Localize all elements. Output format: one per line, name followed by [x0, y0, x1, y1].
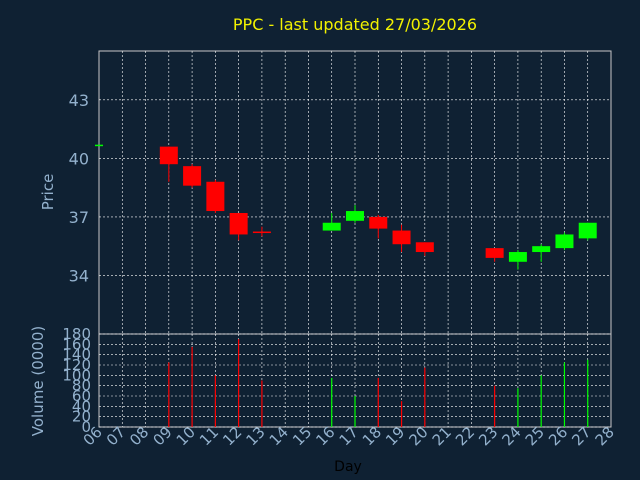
- candle: [532, 244, 551, 262]
- candle-body: [95, 144, 103, 147]
- volume-tick-label: 60: [72, 387, 91, 405]
- volume-tick-label: 100: [62, 366, 91, 384]
- candle-body: [392, 230, 411, 245]
- candle: [183, 164, 202, 188]
- candle: [485, 248, 504, 262]
- candle: [392, 224, 411, 253]
- price-tick-label: 43: [69, 91, 89, 110]
- volume-tick-label: 180: [62, 325, 91, 343]
- candle-body: [578, 222, 597, 239]
- day-tick-labels: 0607080910111213141516171819202122232425…: [80, 423, 618, 449]
- price-panel: 34 37 40 43 Price: [39, 50, 612, 335]
- candle: [578, 222, 597, 241]
- x-axis-label: Day: [334, 459, 362, 475]
- candle-body: [322, 222, 341, 231]
- candle-body: [206, 181, 225, 212]
- candle-body: [485, 248, 504, 258]
- volume-tick-label: 0: [81, 418, 91, 436]
- price-tick-label: 34: [69, 266, 89, 285]
- candle-body: [508, 252, 527, 262]
- candle: [229, 212, 248, 241]
- price-tick-label: 40: [69, 149, 89, 168]
- candle-body: [555, 234, 574, 249]
- candle-body: [159, 146, 178, 165]
- candle: [252, 226, 271, 237]
- price-tick-label: 37: [69, 208, 89, 227]
- candle-body: [415, 242, 434, 253]
- candle-body: [532, 246, 551, 253]
- volume-tick-label: 20: [72, 408, 91, 426]
- candle-body: [369, 216, 388, 229]
- candle-body: [183, 166, 202, 186]
- chart-title: PPC - last updated 27/03/2026: [233, 15, 477, 34]
- candle: [555, 232, 574, 251]
- price-tick-labels: 34 37 40 43: [69, 91, 89, 286]
- volume-tick-label: 160: [62, 335, 91, 353]
- volume-axis-label: Volume (0000): [29, 326, 47, 436]
- candle: [159, 146, 178, 182]
- candle-body: [229, 212, 248, 235]
- candle: [95, 144, 103, 147]
- candles: [95, 144, 597, 270]
- candle-body: [346, 211, 364, 221]
- volume-bars: [168, 339, 589, 427]
- price-axis-label: Price: [39, 174, 57, 211]
- volume-tick-label: 40: [72, 397, 91, 415]
- candle: [346, 205, 364, 223]
- candle: [369, 214, 388, 239]
- candle: [206, 179, 225, 213]
- candle: [508, 250, 527, 270]
- volume-tick-label: 80: [72, 377, 91, 395]
- candle: [322, 212, 341, 231]
- price-grid: [99, 51, 611, 334]
- volume-tick-label: 140: [62, 346, 91, 364]
- volume-tick-label: 120: [62, 356, 91, 374]
- candle: [415, 242, 434, 256]
- candle-body: [252, 231, 271, 234]
